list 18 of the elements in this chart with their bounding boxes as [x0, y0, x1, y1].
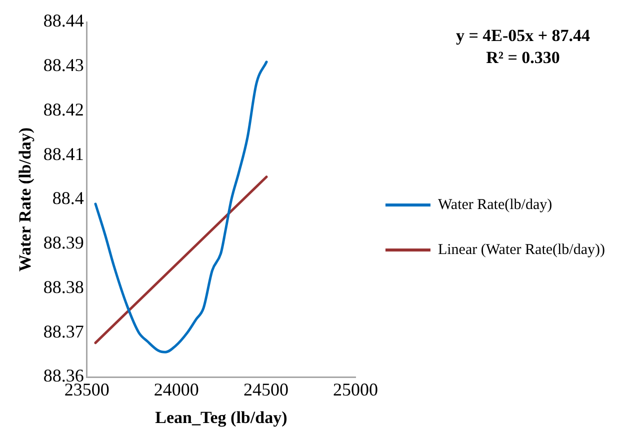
x-tick-label: 24000	[154, 380, 199, 400]
y-tick-label: 88.43	[43, 55, 84, 76]
legend-label: Water Rate(lb/day)	[438, 196, 552, 213]
y-tick-label: 88.39	[43, 232, 84, 253]
legend-label: Linear (Water Rate(lb/day))	[438, 242, 606, 258]
y-axis-title: Water Rate (lb/day)	[16, 127, 35, 272]
y-tick-label: 88.38	[43, 276, 84, 297]
line-series	[94, 60, 268, 354]
x-tick-label: 24500	[243, 380, 288, 400]
y-tick-label: 88.42	[43, 99, 84, 120]
x-axis-title: Lean_Teg (lb/day)	[155, 408, 288, 428]
y-tick-label: 88.37	[43, 321, 84, 342]
y-tick-label: 88.4	[52, 188, 84, 208]
x-tick-label: 25000	[332, 380, 378, 400]
y-tick-label: 88.41	[43, 144, 84, 164]
text: y = 4E-05x + 87.44	[456, 26, 591, 45]
text: R² = 0.330	[486, 48, 560, 67]
y-tick-label: 88.44	[43, 10, 84, 31]
